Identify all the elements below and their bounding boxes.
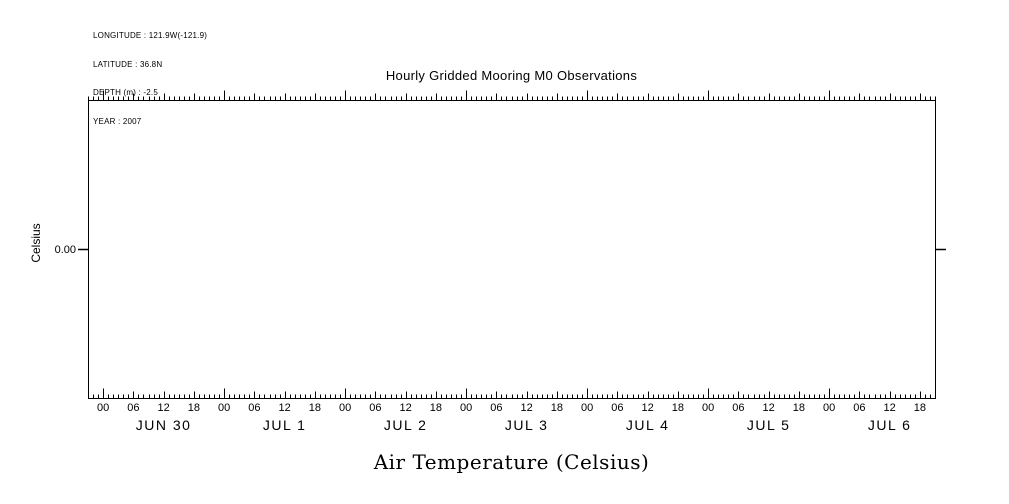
x-tick-label: 18	[671, 402, 684, 414]
x-tick-label: 00	[581, 402, 594, 414]
x-tick-label: 06	[127, 402, 140, 414]
x-day-label: JUL 2	[383, 417, 428, 433]
x-tick-label: 12	[520, 402, 533, 414]
x-tick-label: 12	[641, 402, 654, 414]
x-tick-label: 06	[853, 402, 866, 414]
x-tick-label: 00	[823, 402, 836, 414]
x-day-label: JUN 30	[135, 417, 192, 433]
x-tick-label: 12	[157, 402, 170, 414]
x-tick-label: 18	[308, 402, 321, 414]
x-tick-label: 12	[762, 402, 775, 414]
metadata-year: YEAR : 2007	[93, 116, 142, 126]
x-tick-label: 18	[429, 402, 442, 414]
x-tick-label: 18	[187, 402, 200, 414]
metadata-depth: DEPTH (m) : -2.5	[93, 88, 158, 97]
x-tick-label: 00	[339, 402, 352, 414]
x-day-label: JUL 5	[746, 417, 791, 433]
chart-title: Hourly Gridded Mooring M0 Observations	[385, 68, 638, 83]
x-tick-label: 18	[913, 402, 926, 414]
x-tick-label: 06	[732, 402, 745, 414]
x-tick-label: 12	[883, 402, 896, 414]
x-day-label: JUL 1	[262, 417, 307, 433]
x-axis-title: Air Temperature (Celsius)	[373, 450, 650, 474]
x-day-label: JUL 6	[867, 417, 912, 433]
x-tick-label: 06	[611, 402, 624, 414]
x-tick-label: 06	[369, 402, 382, 414]
x-tick-label: 00	[460, 402, 473, 414]
x-tick-label: 06	[490, 402, 503, 414]
x-tick-label: 00	[97, 402, 110, 414]
x-tick-label: 18	[792, 402, 805, 414]
x-day-label: JUL 4	[625, 417, 670, 433]
x-tick-label: 12	[399, 402, 412, 414]
metadata-latitude: LATITUDE : 36.8N	[93, 59, 163, 69]
x-tick-label: 06	[248, 402, 261, 414]
x-tick-label: 12	[278, 402, 291, 414]
x-tick-label: 00	[702, 402, 715, 414]
metadata-longitude: LONGITUDE : 121.9W(-121.9)	[93, 31, 208, 40]
x-tick-label: 18	[550, 402, 563, 414]
x-day-label: JUL 3	[504, 417, 549, 433]
x-tick-label: 00	[218, 402, 231, 414]
y-tick-label: 0.00	[54, 243, 76, 256]
